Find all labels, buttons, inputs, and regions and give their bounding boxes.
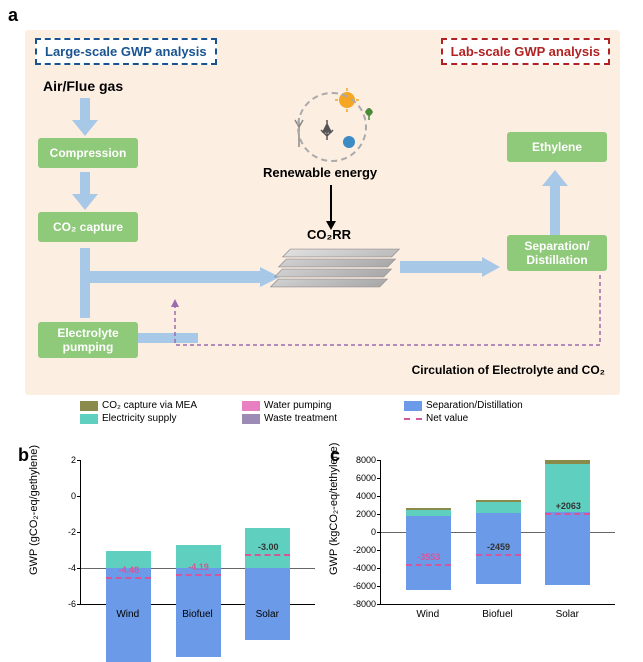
separation-box: Separation/ Distillation	[507, 235, 607, 271]
legend: CO₂ capture via MEA Water pumping Separa…	[80, 400, 600, 426]
co2rr-label: CO₂RR	[307, 227, 351, 242]
chart-b-ylabel: GWP (gCO₂-eq/gethylene)	[28, 445, 40, 575]
air-label: Air/Flue gas	[43, 78, 123, 94]
legend-water: Water pumping	[264, 400, 331, 411]
swatch-waste	[242, 414, 260, 424]
legend-elec: Electricity supply	[102, 413, 176, 424]
swatch-water	[242, 401, 260, 411]
panel-label-a: a	[8, 5, 18, 26]
legend-mea: CO₂ capture via MEA	[102, 400, 197, 411]
legend-sep: Separation/Distillation	[426, 400, 523, 411]
chart-c-ylabel: GWP (kgCO₂-eq/tethylene)	[328, 443, 340, 575]
legend-waste: Waste treatment	[264, 413, 337, 424]
swatch-sep	[404, 401, 422, 411]
arrow-air-comp	[70, 98, 100, 138]
compression-box: Compression	[38, 138, 138, 168]
large-scale-box: Large-scale GWP analysis	[35, 38, 217, 65]
circulation-label: Circulation of Electrolyte and CO₂	[412, 363, 605, 377]
chart-b-bars: -6-4-202-4.48Wind-4.19Biofuel-3.00Solar	[80, 460, 315, 605]
ethylene-box: Ethylene	[507, 132, 607, 162]
electrolyte-box: Electrolyte pumping	[38, 322, 138, 358]
renewable-icon	[277, 92, 387, 162]
capture-box: CO₂ capture	[38, 212, 138, 242]
arrow-stack-sep	[400, 257, 500, 277]
lab-scale-box: Lab-scale GWP analysis	[441, 38, 610, 65]
arrow-renew-stack	[323, 185, 339, 230]
arrow-sep-eth	[540, 170, 570, 235]
renewable-label: Renewable energy	[263, 165, 377, 180]
chart-c: GWP (kgCO₂-eq/tethylene) -8000-6000-4000…	[330, 455, 620, 630]
swatch-mea	[80, 401, 98, 411]
flow-diagram: Large-scale GWP analysis Lab-scale GWP a…	[25, 30, 620, 395]
swatch-net	[404, 418, 422, 420]
legend-net: Net value	[426, 413, 468, 424]
chart-c-bars: -8000-6000-4000-200002000400060008000-35…	[380, 460, 615, 605]
dashed-circulation	[170, 275, 610, 355]
swatch-elec	[80, 414, 98, 424]
arrow-comp-capt	[70, 172, 100, 212]
chart-b: GWP (gCO₂-eq/gethylene) -6-4-202-4.48Win…	[30, 455, 320, 630]
